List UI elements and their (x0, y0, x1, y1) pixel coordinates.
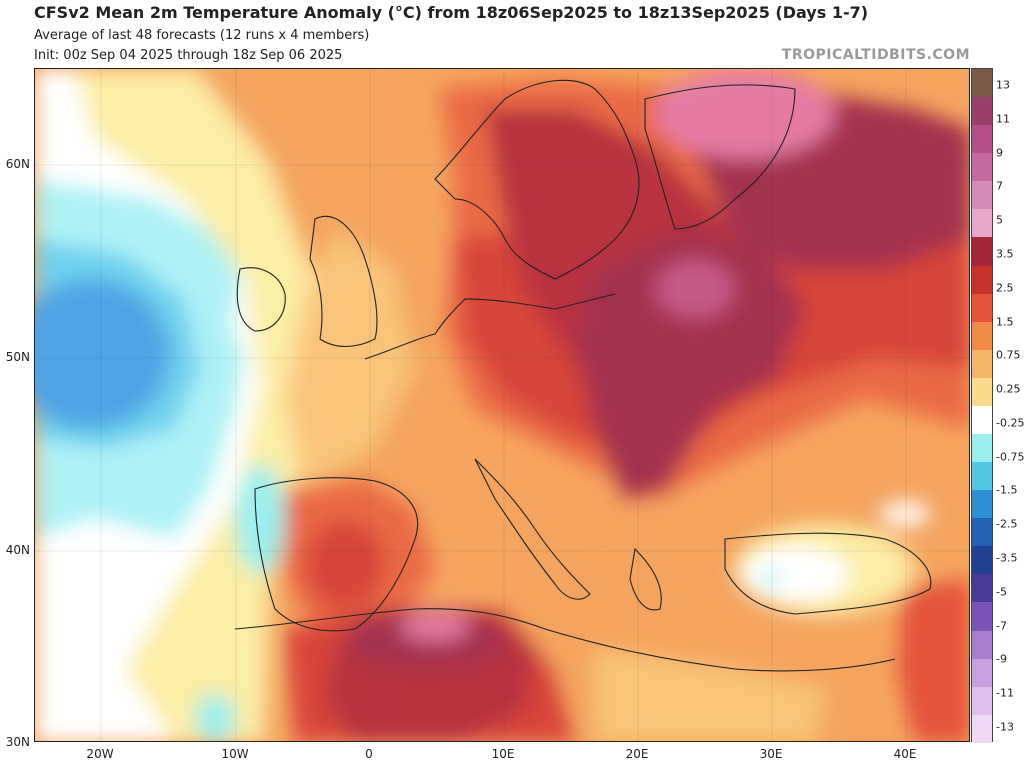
coastlines (234, 79, 932, 672)
colorbar-segment (972, 686, 992, 715)
colorbar-segment (972, 602, 992, 631)
finland-pink (655, 69, 835, 159)
colorbar-segment (972, 349, 992, 378)
colorbar-label: -0.75 (996, 450, 1024, 464)
colorbar-segment (972, 97, 992, 126)
coastline-finland (644, 84, 796, 230)
colorbar (971, 68, 993, 743)
coastline-iberia (254, 477, 419, 632)
colorbar-segment (972, 462, 992, 491)
lat-label-60n: 60N (5, 157, 30, 171)
anomaly-shading (35, 69, 969, 741)
colorbar-segment (972, 377, 992, 406)
colorbar-segment (972, 69, 992, 98)
colorbar-segment (972, 574, 992, 603)
lon-label-0: 0 (365, 747, 373, 761)
lat-label-50n: 50N (5, 350, 30, 364)
spain-darkred (305, 519, 385, 609)
biscay-light (285, 229, 415, 489)
lon-label-30e: 30E (759, 747, 783, 761)
colorbar-label: -3.5 (996, 551, 1018, 565)
coastline-britain (309, 215, 378, 348)
blacksea-white (880, 502, 930, 526)
coastline-turkey (724, 532, 932, 615)
colorbar-label: -13 (996, 720, 1014, 734)
coastline-greece (629, 547, 662, 611)
north-atlantic-orange (195, 69, 455, 249)
lon-label-10w: 10W (221, 747, 249, 761)
colorbar-segment (972, 546, 992, 575)
colorbar-label: 0.75 (996, 348, 1021, 362)
graticule (35, 69, 969, 741)
colorbar-segment (972, 490, 992, 519)
coastline-ireland (236, 267, 286, 332)
baltic-pink (655, 259, 735, 319)
morocco-cold (195, 694, 235, 741)
lat-label-40n: 40N (5, 543, 30, 557)
colorbar-label: -0.25 (996, 416, 1024, 430)
colorbar-segment (972, 405, 992, 435)
colorbar-segment (972, 321, 992, 350)
lon-label-10e: 10E (491, 747, 515, 761)
colorbar-segment (972, 293, 992, 322)
lon-label-20w: 20W (86, 747, 114, 761)
colorbar-label: 1.5 (996, 315, 1014, 329)
temperature-anomaly-map (34, 68, 970, 742)
colorbar-label: 3.5 (996, 247, 1014, 261)
coastline-italy (474, 458, 591, 600)
colorbar-label: 0.25 (996, 382, 1021, 396)
lat-label-30n: 30N (5, 735, 30, 749)
colorbar-segment (972, 658, 992, 687)
colorbar-segment (972, 630, 992, 659)
portugal-cold (235, 464, 285, 574)
colorbar-segment (972, 518, 992, 547)
chart-subtitle-ensemble: Average of last 48 forecasts (12 runs x … (34, 28, 370, 43)
colorbar-label: -5 (996, 585, 1007, 599)
lon-label-40e: 40E (893, 747, 917, 761)
colorbar-label: -11 (996, 686, 1014, 700)
poland-maroon (575, 229, 805, 499)
coastline-north-africa (234, 608, 896, 672)
colorbar-segment (972, 237, 992, 266)
atlantic-cold-core (35, 279, 170, 429)
lon-label-20e: 20E (625, 747, 649, 761)
brand-watermark[interactable]: TROPICALTIDBITS.COM (781, 47, 970, 63)
colorbar-label: 11 (996, 112, 1010, 126)
colorbar-label: -1.5 (996, 483, 1018, 497)
colorbar-label: 7 (996, 179, 1003, 193)
colorbar-segment (972, 209, 992, 238)
colorbar-segment (972, 434, 992, 463)
atlantic-pale-fringe (75, 69, 335, 741)
coastline-scandinavia (434, 79, 640, 280)
colorbar-label: 5 (996, 213, 1003, 227)
colorbar-segment (972, 125, 992, 154)
coastline-continental (364, 293, 616, 360)
chart-title: CFSv2 Mean 2m Temperature Anomaly (°C) f… (34, 3, 869, 22)
turkey-white (740, 546, 850, 602)
chart-subtitle-init: Init: 00z Sep 04 2025 through 18z Sep 06… (34, 48, 343, 63)
turkey-cold (760, 571, 780, 587)
colorbar-label: -7 (996, 619, 1007, 633)
middle-east-red (895, 579, 969, 741)
colorbar-label: -2.5 (996, 517, 1018, 531)
colorbar-label: -9 (996, 652, 1007, 666)
colorbar-segment (972, 181, 992, 210)
colorbar-label: 13 (996, 78, 1010, 92)
colorbar-label: 9 (996, 146, 1003, 160)
libya-light (595, 649, 825, 741)
colorbar-segment (972, 265, 992, 294)
algeria-pink (400, 613, 470, 641)
colorbar-segment (972, 153, 992, 182)
colorbar-segment (972, 714, 992, 743)
colorbar-label: 2.5 (996, 281, 1014, 295)
